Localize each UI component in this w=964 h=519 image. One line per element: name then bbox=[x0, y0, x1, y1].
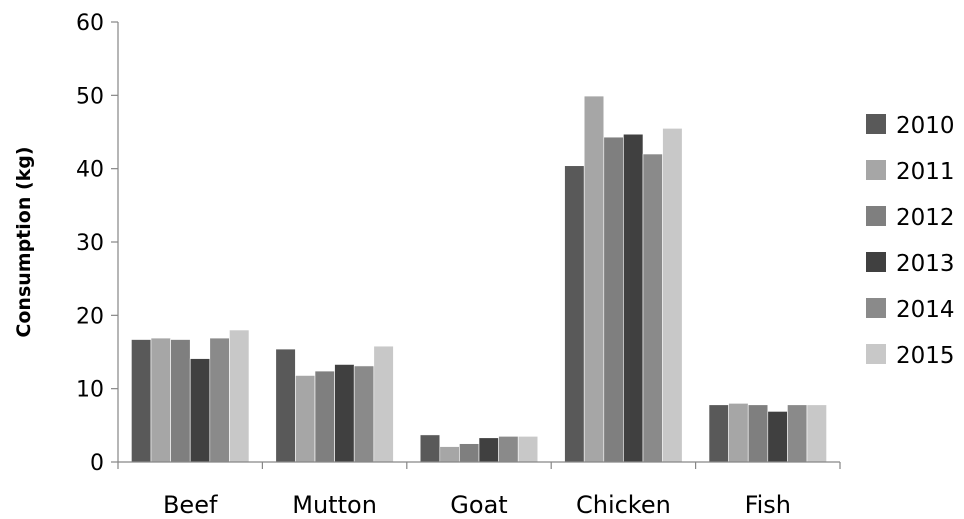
bar-fish-2013 bbox=[767, 411, 788, 463]
y-tick-label: 60 bbox=[76, 11, 104, 36]
bar-mutton-2013 bbox=[334, 364, 355, 463]
bar-goat-2010 bbox=[419, 434, 441, 463]
bar-goat-2013 bbox=[478, 437, 499, 463]
bar-chicken-2010 bbox=[564, 165, 585, 463]
bars-group bbox=[131, 95, 827, 463]
bar-beef-2012 bbox=[170, 339, 191, 463]
bar-fish-2015 bbox=[806, 404, 827, 463]
y-tick-label: 10 bbox=[76, 378, 104, 403]
bar-goat-2011 bbox=[439, 446, 460, 463]
legend-swatch-2015 bbox=[866, 344, 886, 364]
axes-group bbox=[117, 22, 841, 469]
y-axis-ticks: 0 10 20 30 40 50 60 bbox=[76, 11, 118, 476]
bar-chicken-2014 bbox=[642, 153, 663, 463]
legend-swatch-2014 bbox=[866, 298, 886, 318]
legend-label: 2014 bbox=[896, 297, 955, 323]
legend-swatch-2011 bbox=[866, 160, 886, 180]
bar-beef-2015 bbox=[229, 329, 250, 463]
bar-mutton-2012 bbox=[314, 370, 335, 463]
bar-beef-2010 bbox=[131, 339, 152, 463]
bar-goat-2015 bbox=[517, 436, 539, 463]
x-category-label: Chicken bbox=[576, 491, 671, 519]
bar-beef-2014 bbox=[209, 337, 230, 463]
bar-chicken-2012 bbox=[603, 136, 624, 463]
legend-swatch-2013 bbox=[866, 252, 886, 272]
y-tick-label: 30 bbox=[76, 231, 104, 256]
bar-beef-2013 bbox=[189, 358, 211, 463]
legend-label: 2015 bbox=[896, 343, 955, 369]
legend-label: 2012 bbox=[896, 205, 955, 231]
bar-mutton-2014 bbox=[353, 365, 375, 463]
bar-beef-2011 bbox=[150, 337, 171, 463]
legend-label: 2010 bbox=[896, 113, 955, 139]
x-category-label: Mutton bbox=[292, 491, 377, 519]
bar-chicken-2011 bbox=[583, 95, 605, 463]
y-tick-label: 40 bbox=[76, 158, 104, 183]
y-tick-label: 0 bbox=[90, 451, 104, 476]
bar-fish-2010 bbox=[708, 404, 729, 463]
x-category-label: Fish bbox=[745, 491, 791, 519]
bar-goat-2014 bbox=[498, 436, 519, 463]
x-category-label: Beef bbox=[163, 491, 218, 519]
bar-mutton-2010 bbox=[275, 348, 296, 463]
y-axis-title: Consumption (kg) bbox=[13, 146, 35, 337]
bar-goat-2012 bbox=[459, 443, 480, 463]
legend-label: 2013 bbox=[896, 251, 955, 277]
y-axis-title-group: Consumption (kg) bbox=[13, 146, 35, 337]
legend-label: 2011 bbox=[896, 159, 955, 185]
y-tick-label: 20 bbox=[76, 304, 104, 329]
legend-swatch-2012 bbox=[866, 206, 886, 226]
bar-mutton-2011 bbox=[295, 375, 316, 463]
bar-chicken-2015 bbox=[662, 128, 683, 463]
legend-swatch-2010 bbox=[866, 114, 886, 134]
bar-chicken-2013 bbox=[623, 133, 644, 463]
bar-fish-2011 bbox=[728, 403, 749, 463]
bar-fish-2012 bbox=[747, 404, 769, 463]
bar-fish-2014 bbox=[787, 404, 808, 463]
x-category-label: Goat bbox=[450, 491, 507, 519]
y-tick-label: 50 bbox=[76, 84, 104, 109]
legend: 2010 2011 2012 2013 2014 2015 bbox=[866, 113, 955, 369]
bar-mutton-2015 bbox=[373, 345, 394, 463]
x-axis-labels: Beef Mutton Goat Chicken Fish bbox=[163, 491, 791, 519]
